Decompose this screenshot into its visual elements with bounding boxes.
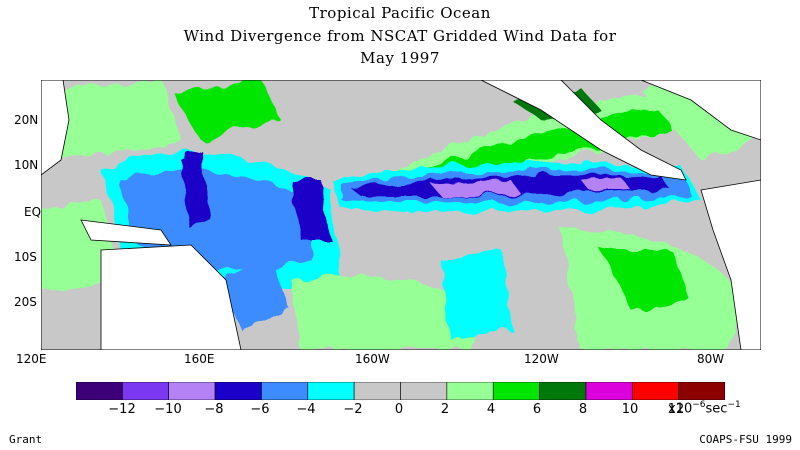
colorbar-swatch xyxy=(261,382,309,400)
map-title-line-1: Tropical Pacific Ocean xyxy=(309,4,491,22)
lat-label-20n: 20N xyxy=(14,113,39,127)
lat-label-10s: 10S xyxy=(14,250,37,264)
colorbar-swatch xyxy=(122,382,170,400)
lat-label-eq: EQ xyxy=(24,205,42,219)
divergence-region-west-green-core xyxy=(171,80,281,140)
lat-label-20s: 20S xyxy=(14,295,37,309)
divergence-region-south-green xyxy=(291,276,481,350)
lon-label-80w: 80W xyxy=(697,352,725,366)
colorbar xyxy=(76,382,725,400)
colorbar-tick-label: 4 xyxy=(486,402,496,417)
lon-label-160e: 160E xyxy=(184,352,215,366)
australia-coast xyxy=(100,244,242,350)
lon-label-160w: 160W xyxy=(355,352,390,366)
colorbar-tick-label: −6 xyxy=(250,402,270,417)
colorbar-tick-label: −8 xyxy=(204,402,224,417)
convergence-band-itcz-core xyxy=(431,180,521,196)
colorbar-tick-label: 6 xyxy=(532,402,542,417)
convergence-region-west-dark-2 xyxy=(291,180,331,240)
organization-credit: COAPS-FSU 1999 xyxy=(699,433,792,446)
colorbar-tick-label: −12 xyxy=(108,402,136,417)
colorbar-swatch xyxy=(353,382,401,400)
colorbar-tick-label: 2 xyxy=(440,402,450,417)
lon-label-120e: 120E xyxy=(16,352,47,366)
colorbar-swatch xyxy=(631,382,679,400)
colorbar-swatch xyxy=(214,382,262,400)
colorbar-tick-label: −10 xyxy=(154,402,182,417)
map-title-line-2: Wind Divergence from NSCAT Gridded Wind … xyxy=(183,27,617,45)
americas-north-coast xyxy=(480,80,687,181)
convergence-band-itcz-core-east xyxy=(581,178,631,192)
colorbar-tick-label: −2 xyxy=(343,402,363,417)
colorbar-swatch xyxy=(678,382,725,400)
colorbar-tick-label: 0 xyxy=(394,402,404,417)
divergence-region-south-core xyxy=(601,250,691,310)
colorbar-unit: x10−6sec−1 xyxy=(668,400,741,417)
colorbar-swatch xyxy=(168,382,216,400)
colorbar-swatch xyxy=(76,382,123,400)
divergence-region-west-green xyxy=(41,80,181,160)
wind-divergence-map xyxy=(41,80,761,350)
colorbar-swatch xyxy=(585,382,633,400)
convergence-region-south-east xyxy=(441,250,511,340)
asia-coast xyxy=(41,80,70,176)
new-guinea-coast xyxy=(80,219,172,246)
colorbar-tick-label: 8 xyxy=(578,402,588,417)
colorbar-swatch xyxy=(307,382,355,400)
coastlines xyxy=(41,80,761,350)
convergence-region-spcz xyxy=(221,260,291,330)
colorbar-tick-label: −4 xyxy=(296,402,316,417)
convergence-region-west-dark xyxy=(181,150,211,230)
colorbar-swatch xyxy=(492,382,540,400)
colorbar-tick-label: 10 xyxy=(621,402,639,417)
colorbar-tick-label: 12 xyxy=(667,402,685,417)
colorbar-swatch xyxy=(539,382,587,400)
americas-south-coast xyxy=(700,179,761,350)
lat-label-10n: 10N xyxy=(14,158,39,172)
colorbar-swatch xyxy=(400,382,448,400)
author-credit: Grant xyxy=(9,433,43,446)
lon-label-120w: 120W xyxy=(524,352,559,366)
colorbar-swatch xyxy=(446,382,494,400)
map-title-line-3: May 1997 xyxy=(360,49,440,67)
caribbean-coast xyxy=(640,80,761,141)
